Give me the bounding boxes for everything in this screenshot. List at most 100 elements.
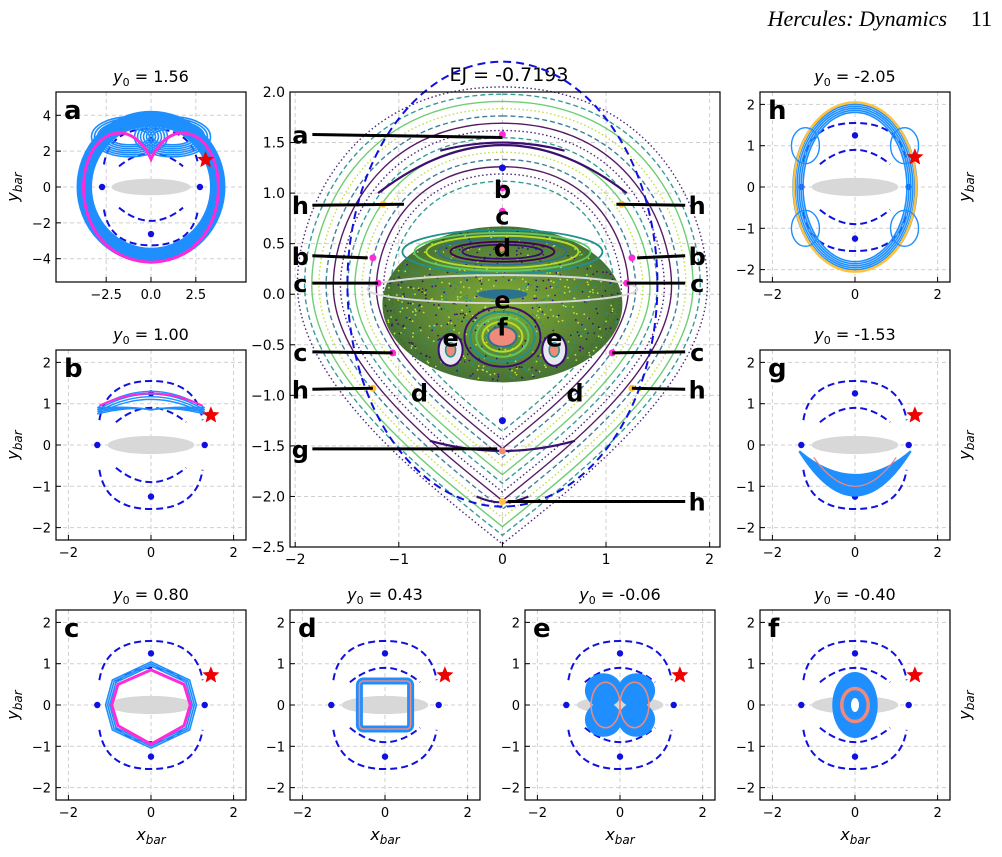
ylabel: ybar [955,429,977,460]
panel-title: y0 = 0.43 [346,585,423,607]
orbit-label-h: h [689,192,706,220]
sun-star-icon [906,666,923,682]
main-ytick-label: −1.5 [251,439,285,455]
xlabel: xbar [369,825,400,847]
sun-star-icon [671,666,688,682]
xtick-label: 2 [229,546,237,561]
orbit-label-b: b [689,243,706,271]
orbit-label-c: c [690,339,704,367]
ytick-label: 0 [43,439,51,454]
ytick-label: −1 [266,740,285,755]
main-surface-of-section: EJ = -0.7193 −2 −1 0 1 22.01.51.00.50.0−0.5−… [251,62,720,568]
sun-star-icon [906,406,923,422]
orbit-label-h: h [292,192,309,220]
ytick-label: 2 [747,356,755,371]
main-ytick-label: 0.0 [263,287,285,303]
bar-ellipse [812,178,899,196]
panel-d: y0 = 0.43 −2 0 2 2 1 0 −1 −2 d xbar [266,585,480,847]
label-leader-line [637,256,685,258]
panel-title: y0 = 0.80 [112,585,189,607]
main-xtick-label: 2 [705,552,714,568]
label-leader-line [312,204,404,205]
label-leader-line [312,256,367,258]
ytick-label: 0 [43,181,51,196]
sun-star-icon [202,406,219,422]
ytick-label: 4 [43,109,51,124]
xlabel: xbar [135,825,166,847]
xtick-label: 2 [229,806,237,821]
main-ytick-label: 2.0 [263,85,285,101]
panel-f: y0 = -0.40−2 0 2210−1−2fybarxbar [736,585,977,847]
ytick-label: 2 [277,616,285,631]
ytick-label: −2 [266,782,285,797]
main-xtick-label: −1 [388,552,409,568]
bar-ellipse [108,436,195,454]
ytick-label: −1 [32,740,51,755]
ytick-label: 0 [43,699,51,714]
xtick-label: −2 [763,546,782,561]
orbit-label-d: d [411,379,428,407]
main-ytick-label: −0.5 [251,338,285,354]
sun-star-icon [202,666,219,682]
ytick-label: 2 [43,356,51,371]
ytick-label: 2 [43,616,51,631]
orbit-label-g: g [292,436,309,464]
orbit-label-e: e [546,325,562,353]
xtick-label: −2 [59,806,78,821]
main-xtick-label: −2 [285,552,306,568]
orbit-label-f: f [497,314,508,342]
panel-title: y0 = -0.06 [578,585,660,607]
ytick-label: −1 [736,480,755,495]
main-ytick-label: 1.0 [263,186,285,202]
panel-letter: g [768,354,787,384]
label-leader-line [612,352,685,353]
ytick-label: −4 [32,253,51,268]
label-leader-line [312,388,373,389]
main-xtick-label: 1 [602,552,611,568]
xtick-label: 2 [933,288,941,303]
ytick-label: 0 [512,699,520,714]
orbit-label-e: e [494,286,510,314]
ytick-label: −2 [736,522,755,537]
ytick-label: 2 [43,145,51,160]
panel-c: y0 = 0.80−2 0 2210−1−2cybarxbar [3,585,246,847]
xtick-label: 2.5 [185,288,206,303]
orbit-label-b: b [494,176,511,204]
xtick-label: 0 [381,806,389,821]
ytick-label: 2 [747,616,755,631]
panel-title: y0 = -0.40 [813,585,895,607]
ylabel: ybar [3,429,25,460]
main-ytick-label: 0.5 [263,237,285,253]
ylabel: ybar [955,171,977,202]
ytick-label: 1 [512,658,520,673]
xtick-label: 2 [933,546,941,561]
orbit-label-e: e [442,325,458,353]
xtick-label: 0.0 [141,288,162,303]
orbit-label-d: d [566,379,583,407]
ytick-label: −2 [32,522,51,537]
label-leader-line [632,388,685,389]
panel-e: y0 = -0.06 −2 0 2 2 1 0 −1 −2 e xbar [501,585,715,847]
xtick-label: −2.5 [90,288,122,303]
ytick-label: 0 [277,699,285,714]
ylabel: ybar [955,689,977,720]
xtick-label: 0 [851,288,859,303]
orbit-label-c: c [690,270,704,298]
main-ytick-label: −2.0 [251,489,285,505]
panel-b: y0 = 1.00 −2 0 2 2 1 0 −1 −2 b ybar [3,325,246,561]
ytick-label: −1 [501,740,520,755]
panel-letter: d [298,614,317,644]
bar-ellipse [812,436,899,454]
ytick-label: −2 [32,782,51,797]
xtick-label: 0 [616,806,624,821]
ytick-label: 1 [747,658,755,673]
ytick-label: 2 [512,616,520,631]
xtick-label: 0 [851,546,859,561]
ytick-label: −2 [32,217,51,232]
orbit-label-h: h [689,376,706,404]
ytick-label: 0 [747,181,755,196]
panel-letter: a [64,96,82,126]
ytick-label: −1 [736,222,755,237]
xtick-label: −2 [59,546,78,561]
